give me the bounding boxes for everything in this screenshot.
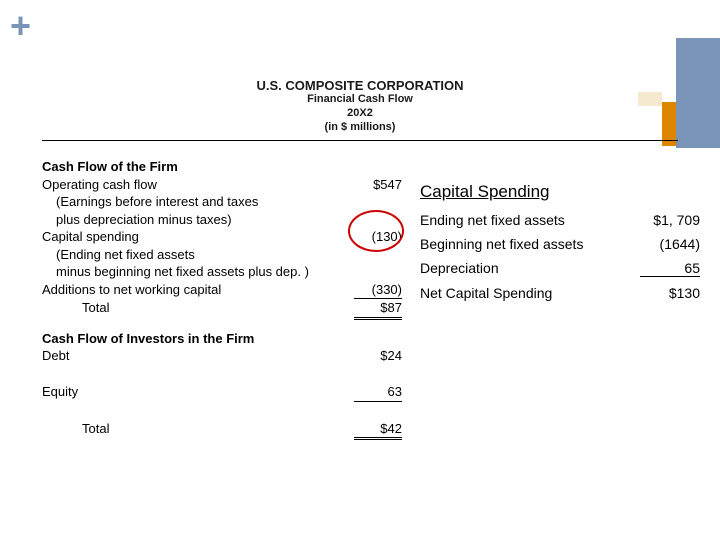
ocf-row: Operating cash flow $547	[42, 176, 402, 194]
firm-total-row: Total $87	[42, 299, 402, 320]
equity-label: Equity	[42, 383, 344, 402]
firm-section-title: Cash Flow of the Firm	[42, 158, 402, 176]
header-line2: Financial Cash Flow	[0, 93, 720, 107]
debt-row: Debt $24	[42, 347, 402, 365]
row-value: $130	[630, 285, 700, 301]
ocf-note2: plus depreciation minus taxes)	[42, 211, 402, 229]
capspend-label: Capital spending	[42, 228, 344, 246]
table-row: Beginning net fixed assets (1644)	[420, 236, 700, 252]
capspend-value: (130)	[344, 228, 402, 246]
ocf-value: $547	[344, 176, 402, 194]
ocf-label: Operating cash flow	[42, 176, 344, 194]
row-label: Depreciation	[420, 260, 630, 277]
row-label: Ending net fixed assets	[420, 212, 630, 228]
header-line4: (in $ millions)	[0, 121, 720, 135]
nwc-label: Additions to net working capital	[42, 281, 344, 300]
row-value: 65	[640, 260, 700, 277]
cash-flow-left-column: Cash Flow of the Firm Operating cash flo…	[42, 158, 402, 440]
capspend-note1: (Ending net fixed assets	[42, 246, 402, 264]
table-row: Net Capital Spending $130	[420, 285, 700, 301]
equity-row: Equity 63	[42, 383, 402, 402]
capspend-row: Capital spending (130)	[42, 228, 402, 246]
row-value: $1, 709	[630, 212, 700, 228]
capital-spending-title: Capital Spending	[420, 182, 700, 202]
company-name: U.S. COMPOSITE CORPORATION	[0, 78, 720, 93]
investors-total-label: Total	[42, 420, 344, 441]
table-row: Ending net fixed assets $1, 709	[420, 212, 700, 228]
investors-section-title: Cash Flow of Investors in the Firm	[42, 330, 402, 348]
ocf-note1: (Earnings before interest and taxes	[42, 193, 402, 211]
nwc-row: Additions to net working capital (330)	[42, 281, 402, 300]
capspend-note2: minus beginning net fixed assets plus de…	[42, 263, 402, 281]
header-line3: 20X2	[0, 107, 720, 121]
table-row: Depreciation 65	[420, 260, 700, 277]
slide-header: U.S. COMPOSITE CORPORATION Financial Cas…	[0, 78, 720, 134]
firm-total-label: Total	[42, 299, 344, 320]
row-value: (1644)	[630, 236, 700, 252]
plus-icon: +	[10, 8, 31, 44]
capital-spending-column: Capital Spending Ending net fixed assets…	[420, 182, 700, 309]
investors-total-row: Total $42	[42, 420, 402, 441]
debt-label: Debt	[42, 347, 344, 365]
row-label: Net Capital Spending	[420, 285, 630, 301]
header-rule	[42, 140, 678, 141]
firm-total-value: $87	[354, 299, 402, 320]
equity-value: 63	[354, 383, 402, 402]
row-label: Beginning net fixed assets	[420, 236, 630, 252]
investors-total-value: $42	[354, 420, 402, 441]
nwc-value: (330)	[354, 281, 402, 300]
debt-value: $24	[344, 347, 402, 365]
